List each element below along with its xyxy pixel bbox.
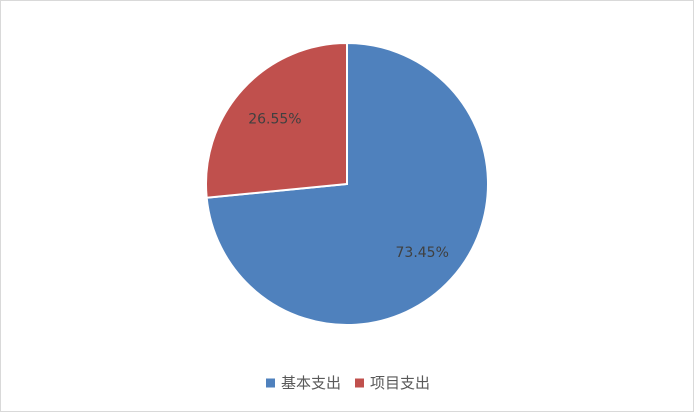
pie-slice-2-value-label: 26.55% [248, 112, 301, 128]
legend-marker-1 [266, 378, 275, 388]
pie-slice-1-value-label: 73.45% [396, 245, 449, 261]
legend: 基本支出 项目支出 [266, 374, 430, 392]
legend-label-2: 项目支出 [370, 374, 430, 392]
pie-slice-2 [205, 41, 348, 199]
legend-label-1: 基本支出 [281, 374, 341, 392]
legend-marker-2 [355, 378, 364, 388]
